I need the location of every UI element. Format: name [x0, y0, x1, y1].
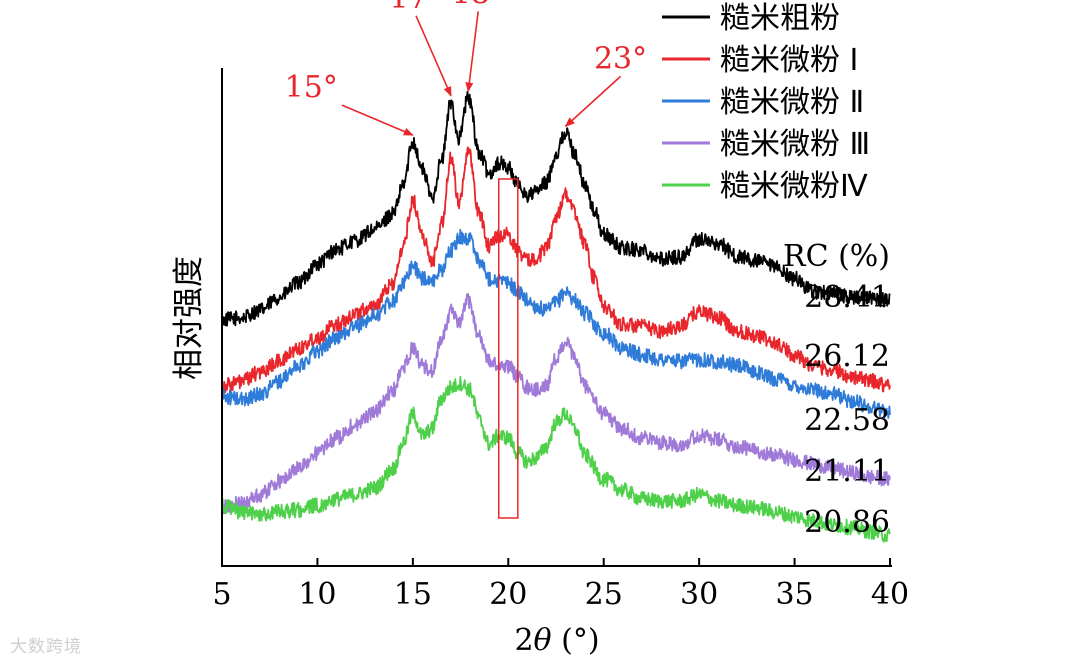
x-axis-label-unit: (°) — [552, 623, 600, 658]
x-tick-label: 5 — [212, 577, 231, 612]
peak-arrow — [564, 75, 622, 128]
legend-label: 糙米微粉 Ⅲ — [720, 127, 870, 162]
peak-arrow — [341, 104, 414, 136]
peak-label: 23° — [594, 41, 647, 76]
peak-arrow — [415, 15, 452, 97]
series-line-3 — [221, 228, 891, 419]
legend-label: 糙米微粉 Ⅰ — [720, 43, 858, 78]
rc-values: RC (%) 28.41 26.12 22.58 21.11 20.86 — [783, 239, 890, 540]
rc-value: 26.12 — [804, 339, 890, 374]
rc-value: 21.11 — [804, 454, 890, 489]
peak-annotations: 15° 17° 18° 23° — [285, 0, 647, 136]
series-line-2 — [221, 146, 891, 394]
rc-header: RC (%) — [783, 239, 890, 274]
x-tick-label: 15 — [394, 577, 432, 612]
rc-value: 20.86 — [804, 505, 890, 540]
peak-arrow — [465, 11, 479, 93]
axes — [221, 68, 892, 567]
series-layer — [221, 90, 891, 543]
series-line-1 — [221, 90, 891, 327]
legend-label: 糙米粗粉 — [720, 1, 840, 36]
series-line-4 — [221, 292, 891, 515]
watermark-logo: 大数跨境 — [10, 637, 82, 657]
x-axis-label-prefix: 2 — [514, 623, 533, 658]
x-axis-label-variable: θ — [534, 623, 552, 658]
x-tick-label: 20 — [489, 577, 527, 612]
x-tick-label: 35 — [775, 577, 813, 612]
x-tick-label: 25 — [585, 577, 623, 612]
highlight-box — [497, 178, 519, 519]
x-ticks: 5 10 15 20 25 30 35 40 — [212, 558, 909, 612]
peak-label: 15° — [285, 70, 338, 105]
rc-value: 22.58 — [804, 403, 890, 438]
x-tick-label: 10 — [298, 577, 336, 612]
x-axis-label: 2θ (°) — [514, 623, 599, 658]
peak-label: 17° — [389, 0, 442, 16]
y-axis-label: 相对强度 — [171, 256, 207, 380]
peak-label: 18° — [452, 0, 505, 11]
x-tick-label: 30 — [680, 577, 718, 612]
series-line-5 — [221, 375, 891, 543]
legend-label: 糙米微粉 Ⅱ — [720, 85, 864, 120]
legend-label: 糙米微粉Ⅳ — [720, 169, 868, 204]
x-tick-label: 40 — [871, 577, 909, 612]
rc-value: 28.41 — [804, 280, 890, 315]
